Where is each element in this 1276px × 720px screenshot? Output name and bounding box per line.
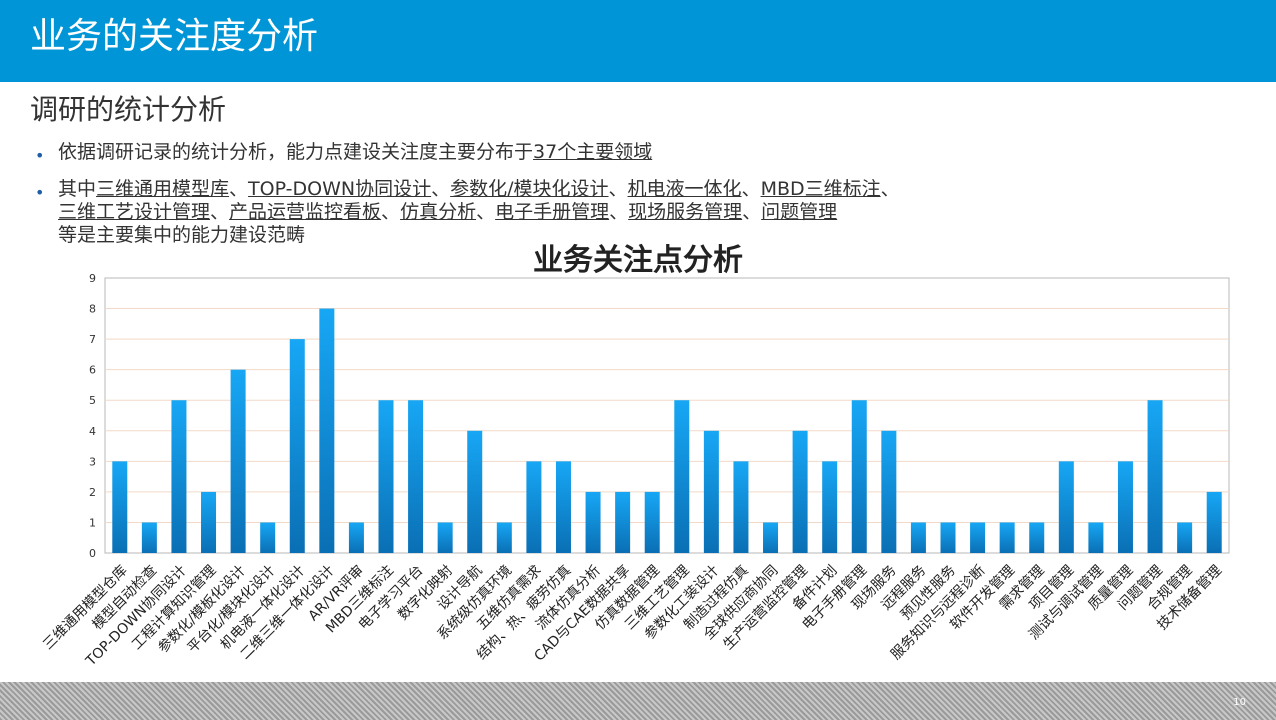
bar [999,522,1015,553]
y-tick-label: 3 [89,455,96,468]
bar [319,308,335,553]
y-tick-label: 2 [89,486,96,499]
bar [1029,522,1045,553]
bullet-2-text: 、 [229,178,249,200]
bullet-2-text: 、 [476,201,496,223]
bar [526,461,542,553]
bullet-1-link: 37个主要领域 [533,141,653,163]
bar [881,430,897,553]
y-axis-ticks: 0 1 2 3 4 5 6 7 8 9 [89,272,96,560]
bullet-2-keyword: 电子手册管理 [495,201,610,223]
bullet-2-text: 其中 [58,178,97,200]
bar [230,369,246,553]
x-axis-labels: 三维通用模型仓库模型自动检查TOP-DOWN协同设计工程计算知识管理参数化/模板… [40,562,1225,670]
bullet-2-text: 、 [431,178,451,200]
page-title: 业务的关注度分析 [30,16,319,57]
bar [467,430,483,553]
bar [674,400,690,553]
y-tick-label: 5 [89,394,96,407]
bar [1177,522,1193,553]
bullet-2-text: 等是主要集中的能力建设范畴 [58,224,306,246]
bullet-2-text: 、 [608,178,628,200]
bar [940,522,956,553]
y-tick-label: 0 [89,547,96,560]
bar [348,522,364,553]
bar [1206,491,1222,553]
bar-series [112,308,1222,553]
bar [1058,461,1074,553]
bar [970,522,986,553]
bullet-2-keyword: 产品运营监控看板 [229,201,382,223]
bar [171,400,187,553]
chart-title: 业务关注点分析 [533,243,743,278]
bar [141,522,157,553]
bar [733,461,749,553]
bar [201,491,217,553]
footer-bar [0,682,1276,720]
y-tick-label: 9 [89,272,96,285]
bullet-2-keyword: 机电液一体化 [627,178,742,200]
bar [112,461,128,553]
bullet-text-1: 依据调研记录的统计分析，能力点建设关注度主要分布于37个主要领域 [58,141,652,164]
bullet-marker-1: • [35,146,45,165]
bar [910,522,926,553]
page-number: 10 [1233,697,1246,708]
bar [585,491,601,553]
bullet-2-keyword: MBD三维标注 [760,178,881,200]
bullet-marker-2: • [35,183,45,202]
bar [703,430,719,553]
header-bar: 业务的关注度分析 [0,0,1276,82]
bullet-2-line: 其中三维通用模型库、TOP-DOWN协同设计、参数化/模块化设计、机电液一体化、… [58,178,900,201]
bar [644,491,660,553]
bullet-2-keyword: 仿真分析 [400,201,477,223]
y-tick-label: 1 [89,516,96,529]
bullet-2-keyword: 三维通用模型库 [96,178,230,200]
bullet-2-keyword: 参数化/模块化设计 [450,178,609,200]
bullet-2-line: 等是主要集中的能力建设范畴 [58,224,900,247]
bullet-text-2: 其中三维通用模型库、TOP-DOWN协同设计、参数化/模块化设计、机电液一体化、… [58,178,900,247]
bullet-2-text: 、 [381,201,401,223]
y-tick-label: 7 [89,333,96,346]
bullet-2-keyword: 现场服务管理 [628,201,743,223]
bar [615,491,631,553]
bar [260,522,276,553]
bar [1147,400,1163,553]
y-tick-label: 4 [89,425,96,438]
bullet-2-text: 、 [609,201,629,223]
bar-chart: 0 1 2 3 4 5 6 7 8 9 三维通用模型仓库模型自动检查TOP-DOWN协同设计工程计… [40,272,1230,670]
bullet-2-text: 、 [880,178,900,200]
bullet-2-text: 、 [741,178,761,200]
bullet-2-keyword: 三维工艺设计管理 [58,201,211,223]
bar [1088,522,1104,553]
bar [763,522,779,553]
bar [1117,461,1133,553]
bullet-2-keyword: 问题管理 [761,201,838,223]
bullet-2-text: 、 [210,201,230,223]
y-tick-label: 6 [89,364,96,377]
bar [792,430,808,553]
bullet-2-keyword: TOP-DOWN协同设计 [248,178,432,200]
section-title: 调研的统计分析 [30,93,227,126]
y-tick-label: 8 [89,303,96,316]
bullet-2-text: 、 [742,201,762,223]
bar [822,461,838,553]
bar [437,522,453,553]
bar [851,400,867,553]
bar [408,400,424,553]
bullet-2-line: 三维工艺设计管理、产品运营监控看板、仿真分析、电子手册管理、现场服务管理、问题管… [58,201,900,224]
bar [289,339,305,553]
bar [496,522,512,553]
plot-area-border [104,277,1230,554]
bar [555,461,571,553]
bar [378,400,394,553]
bullet-1-text: 依据调研记录的统计分析，能力点建设关注度主要分布于 [58,141,534,163]
